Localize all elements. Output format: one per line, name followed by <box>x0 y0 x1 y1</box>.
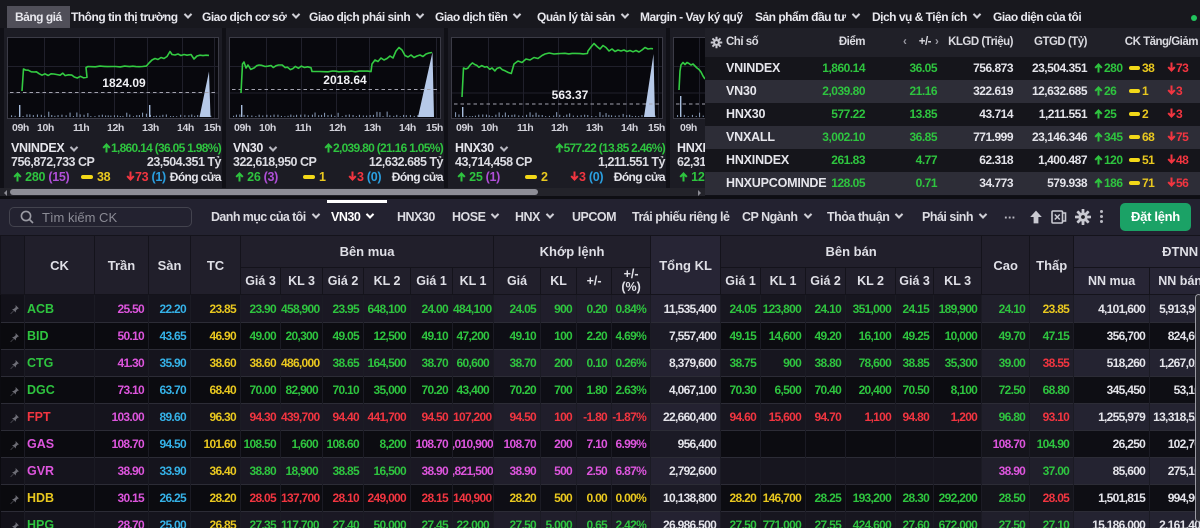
svg-text:2018.64: 2018.64 <box>323 73 367 87</box>
svg-text:1824.09: 1824.09 <box>102 76 146 90</box>
svg-text:563.37: 563.37 <box>552 88 589 102</box>
